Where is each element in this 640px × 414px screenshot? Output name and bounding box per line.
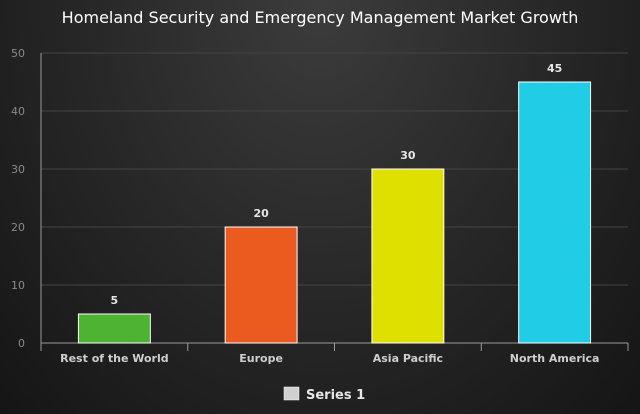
bars (77, 81, 592, 344)
bar[interactable] (77, 313, 151, 344)
y-tick-label: 40 (11, 105, 25, 118)
x-tick-label: Rest of the World (60, 352, 169, 365)
bar[interactable] (518, 81, 592, 344)
labels: 0 10 20 30 40 50 5 Rest of the World 20 Europe 30 A… (11, 47, 599, 365)
x-tick-label: Europe (239, 352, 283, 365)
y-tick-label: 30 (11, 163, 25, 176)
data-label: 5 (111, 294, 119, 307)
legend[interactable]: Series 1 (283, 386, 365, 403)
y-tick-label: 50 (11, 47, 25, 60)
data-label: 20 (253, 207, 269, 220)
y-tick-label: 10 (11, 279, 25, 292)
legend-label[interactable]: Series 1 (306, 388, 365, 403)
y-tick-label: 0 (18, 337, 25, 350)
y-tick-label: 20 (11, 221, 25, 234)
bar[interactable] (224, 226, 298, 344)
legend-swatch[interactable] (283, 386, 300, 401)
x-tick-label: Asia Pacific (373, 352, 443, 365)
x-tick-label: North America (510, 352, 600, 365)
chart-title: Homeland Security and Emergency Manageme… (62, 8, 579, 27)
data-label: 30 (400, 149, 416, 162)
data-label: 45 (547, 62, 562, 75)
bar[interactable] (371, 168, 445, 344)
